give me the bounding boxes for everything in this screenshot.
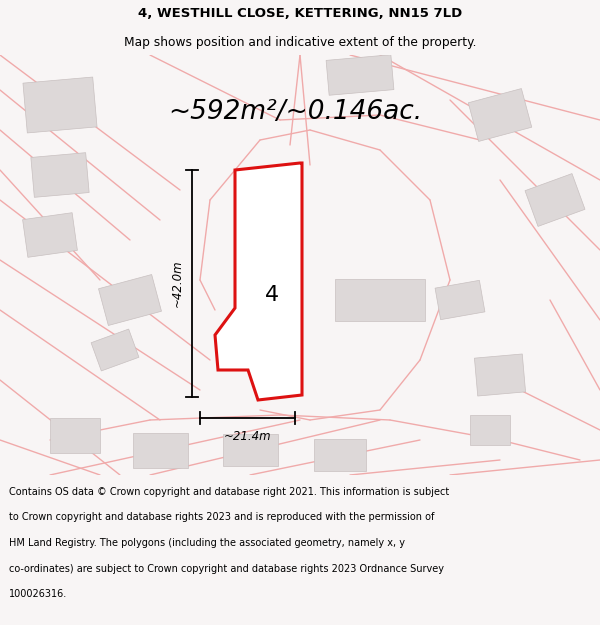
Bar <box>98 274 161 326</box>
Polygon shape <box>215 163 302 400</box>
Bar <box>470 415 510 445</box>
Bar <box>525 174 585 226</box>
Text: 4, WESTHILL CLOSE, KETTERING, NN15 7LD: 4, WESTHILL CLOSE, KETTERING, NN15 7LD <box>138 8 462 20</box>
Text: ~592m²/~0.146ac.: ~592m²/~0.146ac. <box>168 99 422 125</box>
Bar <box>435 281 485 319</box>
Bar <box>314 439 366 471</box>
Bar <box>326 55 394 95</box>
Text: ~21.4m: ~21.4m <box>224 430 271 443</box>
Bar <box>91 329 139 371</box>
Bar <box>468 89 532 141</box>
Bar <box>31 152 89 198</box>
Bar <box>23 213 77 258</box>
Text: ~42.0m: ~42.0m <box>171 260 184 308</box>
Bar <box>50 418 100 452</box>
Bar <box>23 77 97 133</box>
Text: co-ordinates) are subject to Crown copyright and database rights 2023 Ordnance S: co-ordinates) are subject to Crown copyr… <box>9 564 444 574</box>
Text: Contains OS data © Crown copyright and database right 2021. This information is : Contains OS data © Crown copyright and d… <box>9 487 449 497</box>
Bar <box>335 279 425 321</box>
Bar <box>223 434 277 466</box>
Text: to Crown copyright and database rights 2023 and is reproduced with the permissio: to Crown copyright and database rights 2… <box>9 512 434 522</box>
Text: Map shows position and indicative extent of the property.: Map shows position and indicative extent… <box>124 36 476 49</box>
Text: HM Land Registry. The polygons (including the associated geometry, namely x, y: HM Land Registry. The polygons (includin… <box>9 538 405 548</box>
Text: 100026316.: 100026316. <box>9 589 67 599</box>
Bar <box>475 354 526 396</box>
Bar <box>133 432 187 468</box>
Text: 4: 4 <box>265 285 279 305</box>
